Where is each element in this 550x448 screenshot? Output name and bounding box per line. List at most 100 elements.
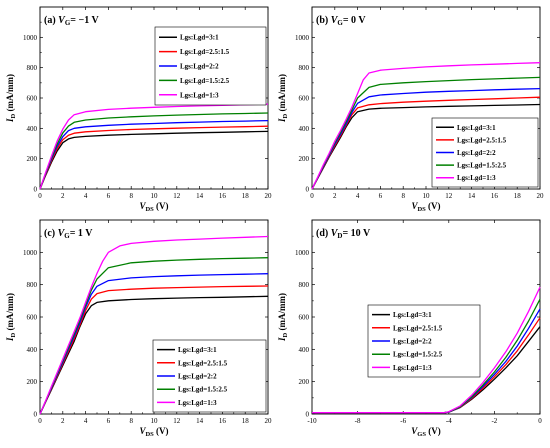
x-tick-label: -8 (355, 417, 361, 425)
x-tick-label: -4 (446, 417, 452, 425)
x-tick-label: 8 (401, 192, 405, 200)
y-tick-label: 0 (306, 411, 310, 419)
legend-label: Lgs:Lgd=1.5:2.5 (393, 351, 443, 359)
series-line-4 (39, 103, 269, 190)
panel-title: (a) VG= −1 V (44, 15, 100, 27)
x-tick-label: 0 (38, 192, 42, 200)
legend-label: Lgs:Lgd=2.5:1.5 (178, 359, 228, 367)
x-tick-label: 2 (333, 192, 337, 200)
y-tick-label: 800 (27, 64, 38, 72)
y-tick-label: 1000 (23, 249, 38, 257)
y-tick-label: 400 (299, 346, 310, 354)
y-tick-label: 800 (27, 281, 38, 289)
panel-title: (c) VG= 1 V (44, 228, 93, 240)
legend: Lgs:Lgd=3:1 Lgs:Lgd=2.5:1.5 Lgs:Lgd=2:2 Lgs… (431, 117, 539, 188)
x-axis-label: VDS (V) (139, 201, 168, 213)
x-tick-label: 8 (129, 417, 133, 425)
x-tick-label: 20 (537, 192, 545, 200)
legend-label: Lgs:Lgd=1.5:2.5 (180, 77, 230, 85)
x-tick-label: -2 (491, 417, 497, 425)
panel-title: (d) VD= 10 V (316, 228, 371, 240)
y-tick-label: 400 (299, 125, 310, 133)
x-tick-label: 14 (196, 192, 204, 200)
y-tick-label: 200 (299, 155, 310, 163)
y-tick-label: 200 (27, 378, 38, 386)
y-tick-label: 400 (27, 125, 38, 133)
x-tick-label: 8 (129, 192, 133, 200)
y-tick-label: 800 (299, 281, 310, 289)
legend-label: Lgs:Lgd=2.5:1.5 (457, 136, 507, 144)
x-tick-label: 0 (38, 417, 42, 425)
legend-label: Lgs:Lgd=3:1 (180, 34, 219, 42)
y-axis-label: ID (mA/mm) (5, 74, 17, 123)
legend: Lgs:Lgd=3:1 Lgs:Lgd=2.5:1.5 Lgs:Lgd=2:2 Lgs… (367, 304, 481, 378)
legend-label: Lgs:Lgd=2:2 (180, 63, 219, 71)
x-tick-label: 6 (107, 192, 111, 200)
x-tick-label: 4 (84, 417, 88, 425)
y-tick-label: 0 (34, 186, 38, 194)
x-tick-label: 16 (491, 192, 499, 200)
x-axis-label: VDS (V) (411, 201, 440, 213)
legend-label: Lgs:Lgd=3:1 (457, 124, 496, 132)
y-tick-label: 600 (27, 314, 38, 322)
legend-label: Lgs:Lgd=3:1 (178, 346, 217, 354)
x-axis-label: VGS (V) (411, 426, 440, 438)
x-tick-label: 16 (219, 417, 227, 425)
x-tick-label: 10 (423, 192, 431, 200)
x-tick-label: 0 (538, 417, 542, 425)
x-tick-label: 4 (356, 192, 360, 200)
panel-title: (b) VG= 0 V (316, 15, 366, 27)
x-axis-label: VDS (V) (139, 426, 168, 438)
legend-label: Lgs:Lgd=1:3 (180, 91, 219, 99)
x-tick-label: 18 (242, 192, 250, 200)
x-tick-label: 20 (265, 417, 273, 425)
x-tick-label: 18 (514, 192, 522, 200)
x-tick-label: 0 (310, 192, 314, 200)
legend-label: Lgs:Lgd=2:2 (178, 373, 217, 381)
series-line-4 (39, 235, 269, 415)
series-line-3 (39, 112, 269, 190)
x-tick-label: -6 (400, 417, 406, 425)
y-tick-label: 1000 (295, 249, 310, 257)
y-axis-label: ID (mA/mm) (277, 293, 289, 342)
x-tick-label: 10 (151, 417, 159, 425)
x-tick-label: 6 (379, 192, 383, 200)
series-line-4 (311, 62, 541, 190)
legend-label: Lgs:Lgd=1.5:2.5 (178, 386, 228, 394)
x-tick-label: 12 (173, 417, 181, 425)
y-tick-label: 800 (299, 64, 310, 72)
y-axis-label: ID (mA/mm) (277, 74, 289, 123)
legend-label: Lgs:Lgd=3:1 (393, 311, 432, 319)
x-tick-label: 14 (468, 192, 476, 200)
x-tick-label: 12 (173, 192, 181, 200)
series-line-1 (39, 125, 269, 190)
y-tick-label: 400 (27, 346, 38, 354)
legend-label: Lgs:Lgd=1.5:2.5 (457, 162, 507, 170)
legend-label: Lgs:Lgd=2.5:1.5 (393, 324, 443, 332)
x-tick-label: 10 (151, 192, 159, 200)
x-tick-label: 2 (61, 417, 65, 425)
series-line-0 (39, 130, 269, 190)
x-tick-label: 12 (445, 192, 453, 200)
x-tick-label: 16 (219, 192, 227, 200)
x-tick-label: 6 (107, 417, 111, 425)
y-tick-label: 200 (27, 155, 38, 163)
y-axis-label: ID (mA/mm) (5, 293, 17, 342)
y-tick-label: 200 (299, 378, 310, 386)
chart-panel-3: -10 -8 -6 -4 -2 0 0 200 400 600 800 1000 (d) VD= 10 … (277, 219, 542, 438)
legend-label: Lgs:Lgd=1:3 (393, 364, 432, 372)
x-tick-label: 4 (84, 192, 88, 200)
x-tick-label: 2 (61, 192, 65, 200)
legend-label: Lgs:Lgd=2:2 (393, 338, 432, 346)
legend-label: Lgs:Lgd=1:3 (457, 174, 496, 182)
series-line-2 (39, 119, 269, 190)
y-tick-label: 600 (299, 314, 310, 322)
legend-label: Lgs:Lgd=2:2 (457, 149, 496, 157)
x-tick-label: -10 (307, 417, 317, 425)
x-tick-label: 20 (265, 192, 273, 200)
y-tick-label: 0 (34, 411, 38, 419)
